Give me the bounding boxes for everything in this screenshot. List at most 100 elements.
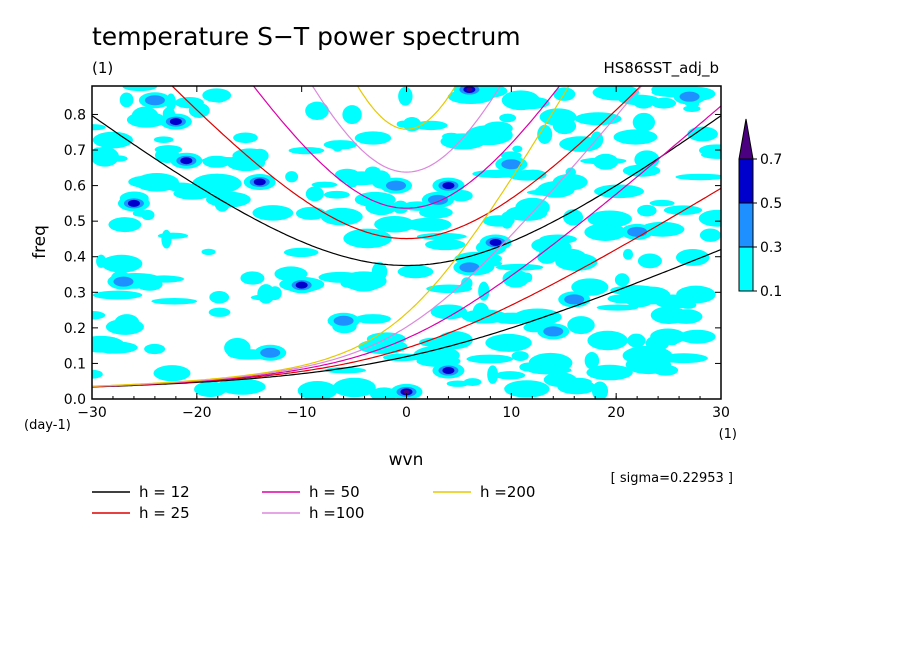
contour-blob — [354, 314, 391, 324]
colorbar: 0.1 0.3 0.5 0.7 — [738, 118, 782, 300]
contour-blob — [416, 232, 467, 240]
contour-blob — [632, 112, 656, 132]
contour-blob — [502, 269, 529, 288]
contour-blob — [119, 92, 134, 108]
contour-blob — [288, 146, 325, 155]
spectral-peak-inner — [169, 118, 182, 126]
contour-blob — [675, 249, 710, 266]
contour-blob — [320, 207, 363, 226]
y-axis-unit: (day-1) — [24, 418, 71, 433]
contour-blob — [567, 316, 595, 335]
contour-blob — [205, 191, 251, 208]
contour-blob — [537, 181, 575, 198]
contour-blob — [679, 329, 716, 344]
contour-blob — [495, 263, 544, 271]
contour-blob — [515, 197, 550, 218]
contour-blob — [128, 175, 163, 188]
colorbar-label: 0.7 — [760, 152, 782, 168]
spectral-peak-inner — [442, 367, 455, 375]
contour-blob — [607, 294, 641, 304]
spectral-peak-mid — [501, 159, 522, 170]
y-tick-label: 0.1 — [64, 356, 86, 372]
chart-title: temperature S−T power spectrum — [92, 22, 521, 51]
contour-blob — [92, 131, 133, 149]
contour-blob — [354, 191, 396, 208]
colorbar-segment — [738, 158, 754, 204]
contour-blob — [512, 145, 523, 153]
x-axis-ticks: −30 −20 −10 0 10 20 30 — [77, 86, 730, 421]
chart-subtitle-left: (1) — [92, 59, 113, 77]
contour-blob — [419, 337, 447, 347]
x-tick-label: −20 — [182, 405, 212, 421]
x-tick-label: 30 — [712, 405, 730, 421]
y-tick-label: 0.0 — [64, 392, 86, 408]
contour-blob — [584, 223, 627, 241]
x-tick-label: 20 — [607, 405, 625, 421]
contour-blob — [640, 255, 658, 267]
x-axis-label: wvn — [389, 450, 424, 470]
contour-blob — [114, 314, 140, 330]
spectral-peak-inner — [489, 239, 502, 246]
contour-blob — [343, 228, 392, 249]
contour-blob — [318, 271, 363, 283]
colorbar-label: 0.1 — [760, 284, 782, 300]
sigma-annotation: [ sigma=0.22953 ] — [611, 471, 733, 486]
contour-blob — [531, 237, 567, 254]
contour-blob — [285, 171, 299, 183]
contour-blob — [614, 273, 630, 287]
legend-label: h = 50 — [309, 483, 360, 501]
x-axis-unit: (1) — [719, 427, 737, 442]
contour-blob — [92, 146, 120, 167]
contour-blob — [485, 333, 532, 352]
contour-blob — [297, 381, 338, 399]
contour-blob — [157, 232, 189, 239]
contour-blob — [622, 248, 634, 260]
contour-blob — [543, 372, 577, 388]
spectral-peak-mid — [113, 276, 134, 287]
contour-blob — [202, 155, 231, 168]
contour-blob — [233, 132, 258, 144]
contour-blob — [487, 365, 499, 384]
contour-blob — [217, 380, 232, 391]
contour-blob — [537, 124, 553, 145]
dispersion-curve-ig — [92, 115, 721, 267]
spectral-peak-inner — [180, 157, 193, 165]
contour-blob — [494, 371, 526, 380]
contour-blob — [596, 304, 639, 311]
contour-blob — [650, 306, 688, 324]
contour-blob — [397, 265, 434, 279]
spectral-peak-inner — [127, 199, 140, 207]
contour-blob — [698, 209, 721, 227]
contour-blob — [92, 124, 106, 131]
contour-blob — [587, 210, 632, 228]
colorbar-segment — [738, 246, 754, 292]
contour-blob — [324, 367, 366, 374]
contour-blob — [633, 286, 671, 305]
spectral-peak-inner — [253, 178, 266, 186]
contour-blob — [446, 380, 469, 387]
x-tick-label: 0 — [402, 405, 411, 421]
contour-blob — [153, 136, 174, 144]
dispersion-curves — [92, 86, 721, 388]
spectral-peak-mid — [333, 315, 354, 326]
contour-blob — [101, 254, 143, 273]
dispersion-curve-ig — [252, 86, 561, 209]
curve-legend: h = 12 h = 25 h = 50 h =100 h =200 — [92, 483, 535, 522]
contour-blob — [472, 302, 490, 322]
contour-blob — [613, 129, 658, 145]
contour-blob — [527, 365, 572, 375]
contour-blob — [226, 154, 266, 172]
contour-blob — [192, 173, 242, 194]
contour-blob — [461, 277, 473, 290]
contour-blob — [676, 285, 716, 304]
contour-blob — [392, 200, 409, 214]
contour-blob — [414, 120, 448, 131]
legend-label: h =100 — [309, 504, 364, 522]
contour-blob — [201, 248, 216, 256]
spectral-peak-mid — [679, 91, 700, 102]
contour-blob — [592, 86, 640, 101]
y-axis-ticks: 0.0 0.1 0.2 0.3 0.4 0.5 0.6 0.7 0.8 — [64, 107, 721, 408]
y-tick-label: 0.8 — [64, 107, 86, 123]
contour-blob — [633, 95, 654, 109]
